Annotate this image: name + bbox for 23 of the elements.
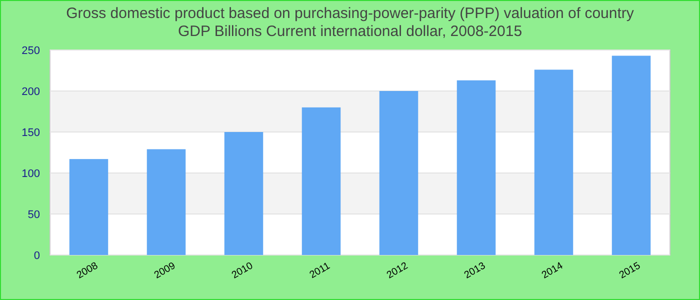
x-tick-label: 2014 (540, 260, 566, 282)
bar (534, 70, 574, 255)
x-tick-label: 2013 (462, 260, 488, 282)
bar (379, 91, 418, 255)
y-tick-label: 50 (28, 208, 40, 221)
y-tick-label: 100 (22, 168, 40, 180)
bar (612, 56, 651, 255)
x-tick-label: 2015 (618, 260, 643, 282)
bar (69, 159, 108, 255)
x-tick-label: 2010 (230, 260, 256, 282)
bar (456, 80, 496, 255)
y-tick-label: 200 (22, 86, 40, 98)
x-tick-label: 2012 (385, 260, 410, 282)
bar (146, 149, 186, 255)
chart-title: Gross domestic product based on purchasing-power-parity (PPP) valuation of country GDP Billions Current international dollar, 2008-2015 (66, 5, 634, 40)
x-tick-label: 2011 (308, 260, 332, 281)
y-tick-label: 0 (34, 250, 40, 262)
y-tick-label: 250 (22, 44, 40, 57)
bar (224, 132, 264, 255)
x-tick-label: 2009 (152, 260, 178, 282)
x-tick-label: 2008 (75, 260, 100, 282)
y-tick-label: 150 (22, 126, 40, 139)
bar (302, 107, 341, 255)
